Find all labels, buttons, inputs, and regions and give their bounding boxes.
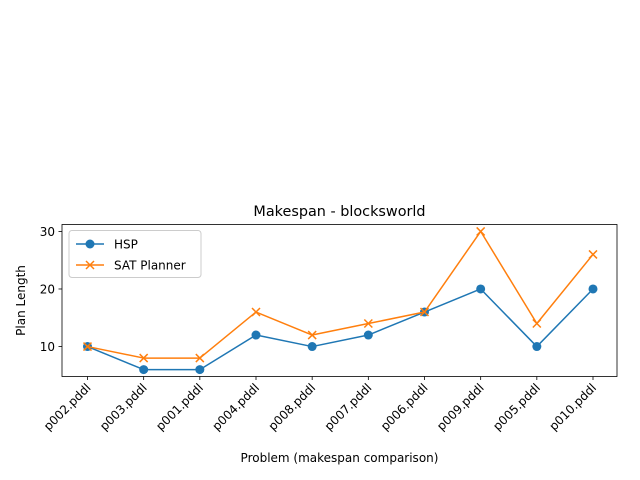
data-point-sat-planner [532, 318, 542, 329]
data-point-sat-planner [363, 318, 373, 329]
y-axis-label: Plan Length [14, 265, 28, 336]
data-point-hsp [307, 342, 317, 352]
legend-entry-sat-planner: SAT Planner [76, 259, 186, 273]
series-line-sat-planner [87, 230, 594, 359]
x-tick-label: p007.pddl [322, 381, 375, 434]
y-tick-label: 30 [40, 225, 55, 239]
legend-label-sat-planner: SAT Planner [114, 259, 186, 273]
data-point-sat-planner [588, 249, 598, 259]
data-point-sat-planner [419, 307, 430, 317]
data-point-sat-planner [476, 226, 486, 236]
data-point-sat-planner [307, 330, 317, 340]
legend: HSP SAT Planner [68, 230, 202, 278]
y-tick-label: 10 [40, 340, 55, 354]
data-point-hsp [195, 365, 205, 375]
data-point-sat-planner [195, 353, 205, 363]
x-tick-label: p005.pddl [490, 381, 543, 434]
x-tick-label: p003.pddl [97, 381, 150, 434]
plot-area [82, 226, 598, 375]
x-tick-label: p001.pddl [153, 381, 206, 434]
chart-title: Makespan - blocksworld [253, 204, 425, 220]
legend-marker-sat-planner [85, 260, 95, 270]
data-point-hsp [588, 284, 598, 294]
data-point-hsp [532, 342, 542, 352]
series-line-hsp [87, 288, 594, 371]
plot-frame [61, 224, 618, 377]
data-point-sat-planner [251, 307, 261, 317]
x-tick-label: p010.pddl [546, 381, 599, 434]
data-point-hsp [251, 330, 261, 340]
data-point-sat-planner [139, 353, 149, 363]
legend-marker-hsp [85, 239, 95, 249]
x-tick-label: p009.pddl [434, 381, 487, 434]
x-axis-label: Problem (makespan comparison) [241, 451, 439, 465]
x-tick-label: p008.pddl [266, 381, 319, 434]
data-point-hsp [363, 330, 373, 340]
data-point-sat-planner [82, 342, 93, 352]
legend-label-hsp: HSP [114, 238, 138, 252]
x-tick-label: p004.pddl [209, 381, 262, 434]
legend-entry-hsp: HSP [76, 238, 138, 252]
x-tick-label: p006.pddl [378, 381, 431, 434]
data-point-hsp [139, 365, 149, 375]
data-point-hsp [476, 284, 486, 294]
x-tick-label: p002.pddl [41, 381, 94, 434]
y-tick-label: 20 [40, 282, 55, 296]
